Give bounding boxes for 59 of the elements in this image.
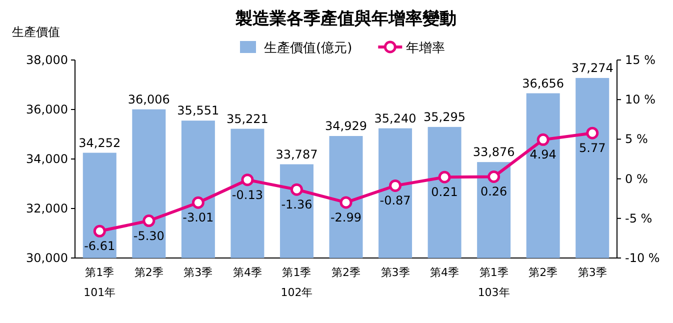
data-label: -0.87 (380, 194, 411, 208)
point (438, 170, 451, 184)
data-label: 4.94 (530, 148, 556, 162)
y-tick-label: 30,000 (26, 251, 68, 265)
x-tick-label: 第2季 (134, 266, 164, 279)
y2-tick-label: -10 % (625, 251, 660, 265)
legend-label: 年增率 (406, 40, 446, 56)
point (192, 196, 204, 209)
data-label: 36,006 (128, 92, 170, 106)
legend-label: 生產價值(億元) (264, 41, 352, 56)
point (290, 183, 303, 196)
y2-tick-label: 15 % (625, 53, 656, 67)
point (93, 224, 106, 238)
data-label: 36,656 (522, 76, 564, 90)
data-label: 33,876 (472, 145, 515, 160)
point (536, 133, 550, 146)
x-tick-label: 第1季 103年 (478, 266, 510, 299)
point (142, 214, 156, 228)
data-label: 35,221 (226, 112, 268, 126)
y2-tick-label: 0 % (625, 172, 648, 186)
data-label: 35,295 (424, 110, 466, 124)
x-tick-label: 第1季 101年 (84, 266, 116, 299)
point (389, 179, 402, 192)
x-tick-label: 第1季 102年 (280, 266, 313, 299)
data-label: -5.30 (133, 228, 164, 243)
y-tick-label: 36,000 (26, 102, 68, 116)
data-label: 35,240 (374, 111, 416, 126)
point (488, 170, 500, 183)
y2-tick-label: 10 % (625, 92, 656, 107)
y-tick-label: 38,000 (26, 53, 68, 67)
x-tick-label: 第2季 (332, 266, 360, 279)
y-tick-label: 34,000 (26, 152, 68, 166)
data-label: -0.13 (232, 188, 263, 202)
chart-title: 製造業各季產值與年增率變動 (234, 9, 456, 29)
data-label: -2.99 (330, 210, 362, 224)
data-label: 5.77 (579, 141, 606, 156)
data-label: 0.26 (480, 184, 508, 199)
x-tick-label: 第3季 (578, 266, 607, 279)
data-label: 34,929 (325, 119, 367, 134)
x-tick-label: 第4季 (430, 266, 460, 279)
x-tick-label: 第3季 (184, 266, 213, 279)
data-label: 37,274 (571, 60, 614, 75)
y-axis-title: 生產價值 (12, 25, 60, 39)
x-tick-label: 第3季 (380, 266, 410, 279)
data-label: 35,551 (177, 104, 220, 118)
point (586, 126, 599, 140)
data-label: 0.21 (431, 185, 458, 200)
data-label: -3.01 (182, 210, 214, 225)
data-label: -6.61 (84, 239, 116, 254)
point (241, 174, 254, 186)
y2-tick-label: 5 % (625, 132, 648, 146)
point (340, 196, 352, 209)
y2-tick-label: -5 % (625, 211, 652, 226)
x-tick-label: 第4季 (232, 266, 262, 279)
y-tick-label: 32,000 (26, 202, 68, 216)
x-tick-label: 第2季 (528, 266, 558, 279)
data-label: -1.36 (281, 198, 312, 212)
data-label: 34,252 (78, 136, 121, 150)
data-label: 33,787 (276, 147, 318, 162)
